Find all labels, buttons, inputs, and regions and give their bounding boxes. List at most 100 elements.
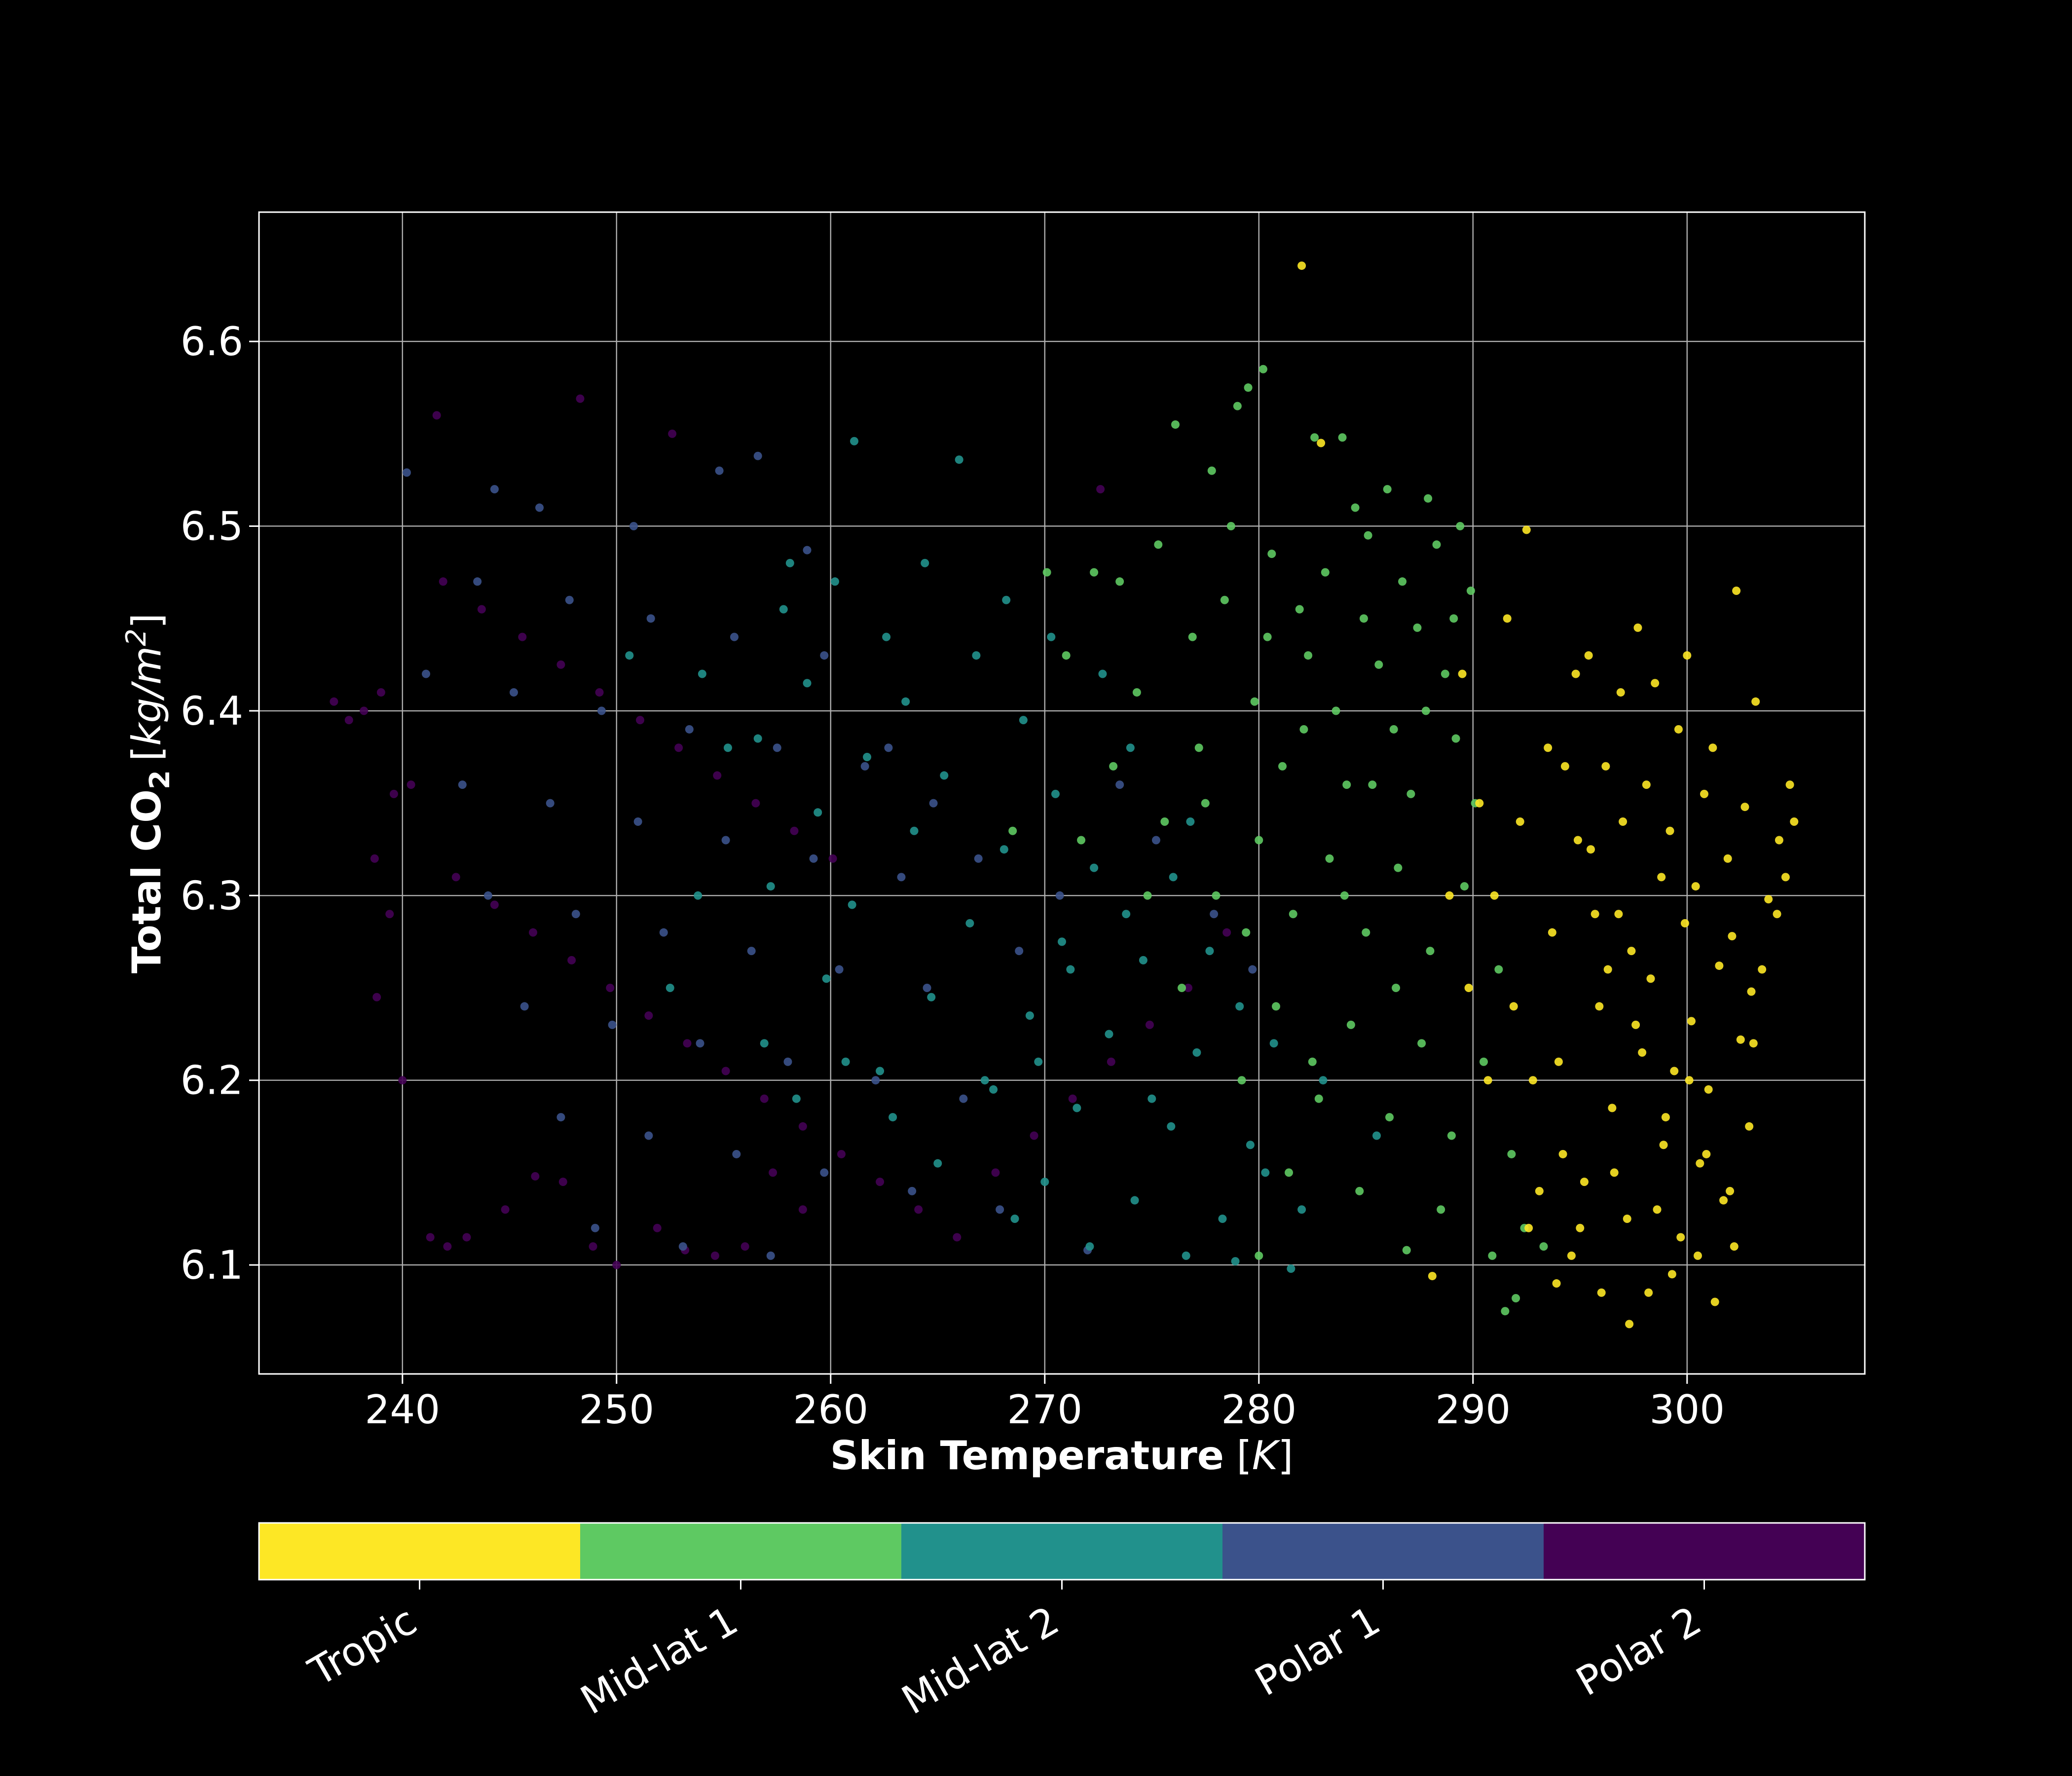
point-mid-lat-1-27 — [1332, 706, 1340, 715]
point-tropic-55 — [1490, 891, 1499, 900]
point-tropic-26 — [1715, 962, 1724, 970]
point-tropic-81 — [1552, 1279, 1561, 1288]
point-mid-lat-2-29 — [989, 1085, 998, 1094]
point-tropic-89 — [1554, 1057, 1563, 1066]
point-mid-lat-1-1 — [1244, 383, 1253, 392]
point-tropic-40 — [1719, 1196, 1728, 1205]
point-mid-lat-2-39 — [1085, 1242, 1094, 1251]
x-tick-label-2: 260 — [793, 1387, 868, 1433]
point-mid-lat-2-47 — [694, 891, 703, 900]
point-tropic-0 — [1297, 261, 1306, 270]
point-mid-lat-2-69 — [1002, 595, 1011, 604]
point-polar-2-35 — [751, 799, 760, 808]
point-mid-lat-1-75 — [1421, 706, 1430, 715]
point-tropic-82 — [1576, 1223, 1585, 1232]
point-polar-1-4 — [715, 466, 724, 475]
colorbar-segment-polar-1 — [1222, 1523, 1544, 1580]
point-mid-lat-1-16 — [1466, 587, 1475, 595]
point-mid-lat-2-32 — [1246, 1141, 1255, 1149]
point-polar-2-17 — [531, 1172, 540, 1181]
point-mid-lat-1-32 — [1342, 780, 1351, 789]
point-polar-2-23 — [710, 1251, 719, 1260]
point-polar-2-21 — [653, 1223, 662, 1232]
point-mid-lat-1-15 — [1398, 577, 1407, 586]
point-polar-2-45 — [721, 1067, 730, 1075]
point-polar-2-3 — [330, 697, 338, 706]
point-mid-lat-2-26 — [1105, 1030, 1113, 1038]
y-tick-label-5: 6.6 — [181, 319, 243, 365]
point-polar-1-48 — [1210, 910, 1219, 919]
point-polar-2-27 — [439, 577, 447, 586]
point-mid-lat-2-41 — [1231, 1257, 1240, 1266]
point-mid-lat-1-12 — [1432, 540, 1441, 549]
point-polar-1-28 — [835, 965, 844, 974]
point-polar-2-24 — [740, 1242, 749, 1251]
point-mid-lat-2-48 — [666, 983, 674, 992]
point-mid-lat-2-31 — [1167, 1122, 1176, 1131]
point-tropic-44 — [1730, 1242, 1739, 1251]
point-mid-lat-2-40 — [1182, 1251, 1190, 1260]
point-tropic-73 — [1573, 836, 1582, 845]
point-polar-2-26 — [798, 1205, 807, 1214]
point-mid-lat-1-42 — [1362, 928, 1370, 937]
point-tropic-39 — [1580, 1178, 1589, 1186]
point-mid-lat-1-61 — [1512, 1294, 1520, 1302]
point-tropic-54 — [1548, 928, 1556, 937]
point-mid-lat-2-10 — [753, 734, 762, 743]
point-polar-2-59 — [1096, 485, 1105, 494]
point-mid-lat-1-62 — [1539, 1242, 1548, 1251]
point-tropic-37 — [1659, 1141, 1668, 1149]
point-tropic-2 — [1522, 525, 1531, 534]
point-tropic-35 — [1608, 1104, 1617, 1112]
point-mid-lat-2-61 — [1319, 1076, 1328, 1085]
point-tropic-23 — [1680, 919, 1689, 927]
point-polar-2-50 — [914, 1205, 923, 1214]
point-mid-lat-1-6 — [1207, 466, 1216, 475]
point-mid-lat-1-26 — [1250, 697, 1259, 706]
point-mid-lat-1-43 — [1426, 947, 1435, 956]
point-mid-lat-1-56 — [1355, 1186, 1364, 1195]
point-polar-1-20 — [633, 817, 642, 826]
x-tick-label-5: 290 — [1435, 1387, 1511, 1433]
point-mid-lat-2-55 — [1066, 965, 1075, 974]
point-tropic-43 — [1567, 1251, 1576, 1260]
point-tropic-78 — [1458, 669, 1467, 678]
y-axis-unit-var: kg/m — [124, 646, 170, 746]
point-mid-lat-1-40 — [1212, 891, 1221, 900]
point-mid-lat-1-84 — [1077, 836, 1086, 845]
x-axis-unit-var: K — [1252, 1433, 1281, 1479]
point-mid-lat-2-28 — [876, 1067, 885, 1075]
point-polar-2-53 — [1030, 1131, 1038, 1140]
point-mid-lat-2-43 — [625, 651, 634, 660]
point-mid-lat-2-45 — [785, 558, 794, 567]
y-axis-title-text: Total CO — [124, 789, 170, 973]
point-polar-1-12 — [422, 669, 431, 678]
point-tropic-34 — [1704, 1085, 1713, 1094]
point-polar-1-51 — [1015, 947, 1024, 956]
point-polar-1-30 — [520, 1002, 529, 1011]
point-mid-lat-1-22 — [1304, 651, 1313, 660]
point-polar-1-9 — [646, 614, 655, 623]
point-mid-lat-1-68 — [1062, 651, 1071, 660]
point-tropic-30 — [1687, 1017, 1696, 1026]
point-mid-lat-1-39 — [1460, 882, 1469, 891]
point-tropic-85 — [1702, 1149, 1711, 1158]
point-mid-lat-2-56 — [1122, 910, 1131, 919]
point-tropic-75 — [1483, 1076, 1492, 1085]
point-polar-1-25 — [571, 910, 580, 919]
point-mid-lat-1-66 — [1042, 568, 1051, 577]
point-polar-2-5 — [376, 688, 385, 697]
point-polar-1-13 — [509, 688, 518, 697]
point-polar-2-55 — [1107, 1057, 1115, 1066]
point-mid-lat-1-21 — [1188, 632, 1197, 641]
x-axis-ticks: 240 250 260 270 280 290 300 — [365, 1374, 1725, 1433]
point-mid-lat-2-5 — [882, 632, 891, 641]
point-tropic-15 — [1665, 826, 1674, 835]
point-polar-1-54 — [884, 743, 893, 752]
point-mid-lat-1-5 — [1171, 420, 1180, 429]
x-axis-unit-close: ] — [1278, 1433, 1293, 1479]
point-tropic-41 — [1623, 1215, 1631, 1223]
point-polar-1-33 — [783, 1057, 792, 1066]
y-tick-label-2: 6.3 — [181, 873, 243, 919]
point-tropic-12 — [1700, 789, 1708, 798]
